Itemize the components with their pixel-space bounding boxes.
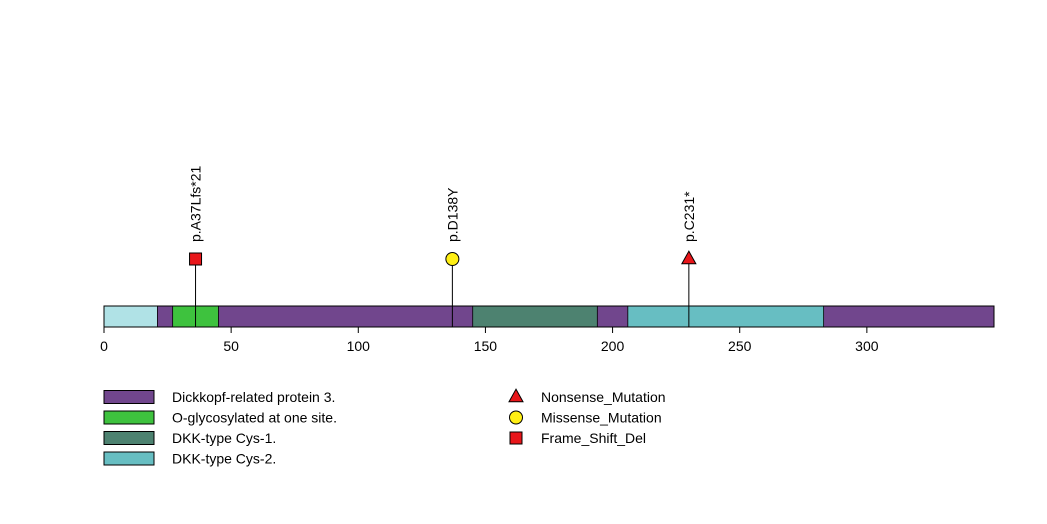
domain-region: [103, 305, 158, 328]
mutation-label: p.A37Lfs*21: [188, 166, 204, 242]
x-tick-label: 200: [601, 338, 625, 354]
legend-label: Dickkopf-related protein 3.: [172, 389, 335, 405]
legend-swatch: [103, 431, 155, 445]
protein-track: [103, 305, 995, 328]
legend-label: DKK-type Cys-1.: [172, 430, 276, 446]
x-axis: 0 50 100 150 200 250 300: [100, 327, 879, 354]
protein-outline: [103, 305, 995, 328]
x-tick-label: 250: [728, 338, 752, 354]
mutation-marker: [445, 252, 460, 266]
legend-label: Frame_Shift_Del: [541, 430, 646, 446]
legend-swatch: [103, 410, 155, 425]
legend: Dickkopf-related protein 3. O-glycosylate…: [103, 388, 666, 467]
legend-marker: [509, 431, 523, 445]
x-tick-label: 300: [855, 338, 879, 354]
domain-region: [472, 305, 598, 328]
legend-label: O-glycosylated at one site.: [172, 410, 337, 426]
mutation-lollipops: p.A37Lfs*21 p.D138Y p.C231*: [188, 166, 697, 327]
x-tick-label: 0: [100, 338, 108, 354]
legend-swatch: [103, 390, 155, 404]
legend-label: DKK-type Cys-2.: [172, 451, 276, 467]
x-tick-label: 150: [474, 338, 498, 354]
legend-marker: [509, 410, 523, 425]
legend-marker: [508, 388, 524, 403]
mutation-label: p.D138Y: [444, 187, 460, 242]
mutation-label: p.C231*: [681, 191, 697, 242]
x-tick-label: 50: [223, 338, 239, 354]
legend-label: Nonsense_Mutation: [541, 389, 666, 405]
legend-swatch: [103, 451, 155, 466]
x-tick-label: 100: [347, 338, 371, 354]
domain-region: [627, 305, 825, 328]
mutation-marker: [681, 250, 697, 265]
legend-label: Missense_Mutation: [541, 410, 662, 426]
mutation-marker: [189, 252, 203, 266]
